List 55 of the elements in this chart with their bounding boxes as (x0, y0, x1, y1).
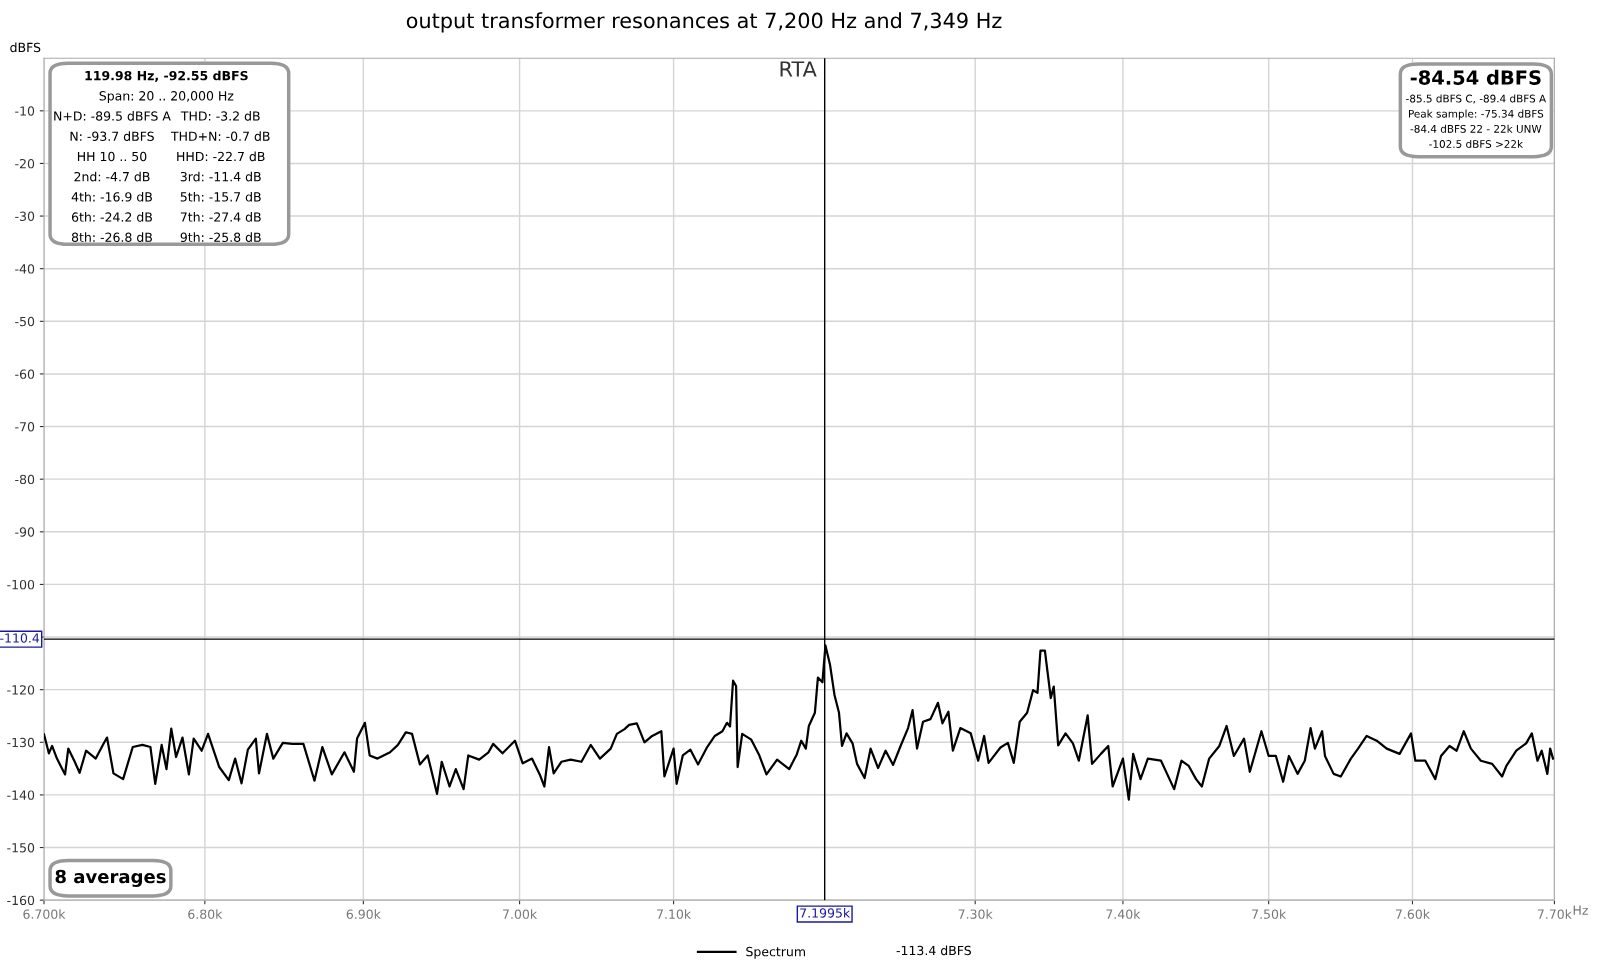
annotation: Peak sample: -75.34 dBFS (1408, 109, 1544, 120)
annotation: Span: 20 .. 20,000 Hz (99, 91, 234, 103)
y-tick-label: -20 (15, 158, 35, 169)
y-tick-label: -30 (15, 211, 35, 221)
annotation: 9th: -25.8 dB (180, 232, 261, 243)
y-tick-label: -60 (15, 369, 35, 379)
x-tick-label: 7.00k (503, 909, 538, 919)
annotation: N: -93.7 dBFS (70, 131, 154, 141)
x-tick-label: 7.40k (1106, 909, 1141, 919)
annotation: 8 averages (55, 869, 166, 888)
annotation: -84.54 dBFS (1410, 69, 1541, 85)
annotation: 119.98 Hz, -92.55 dBFS (85, 70, 248, 82)
x-tick-label: 7.30k (958, 909, 993, 919)
chart-title: output transformer resonances at 7,200 Hz and 7,349 Hz (406, 12, 1002, 33)
x-tick-label: 6.90k (346, 909, 381, 919)
x-tick-label: 7.10k (657, 909, 692, 919)
annotation: RTA (780, 61, 817, 77)
annotation: 4th: -16.9 dB (71, 191, 152, 202)
x-tick-label: 7.60k (1395, 909, 1430, 919)
annotation: -102.5 dBFS >22k (1429, 139, 1524, 148)
y-tick-label: -100 (7, 579, 35, 590)
y-tick-label: -150 (7, 843, 35, 853)
annotation: 7th: -27.4 dB (180, 212, 261, 222)
y-tick-label: -90 (15, 527, 35, 537)
y-axis-title: dBFS (10, 42, 41, 53)
legend-label: Spectrum (746, 946, 805, 959)
y-tick-label: -130 (7, 737, 35, 748)
y-tick-label: -120 (7, 685, 35, 695)
x-tick-label: 7.50k (1252, 909, 1287, 919)
annotation: -84.4 dBFS 22 - 22k UNW (1410, 124, 1542, 133)
annotation: N+D: -89.5 dBFS A (54, 111, 171, 121)
annotation: 3rd: -11.4 dB (180, 171, 261, 182)
annotation: 6th: -24.2 dB (71, 212, 152, 222)
x-tick-label: 6.80k (188, 909, 223, 919)
y-tick-label: -140 (7, 790, 35, 800)
y-tick-label: -70 (15, 422, 35, 432)
ref-line-label: 7.1995k (800, 908, 851, 918)
text: -113.4 dBFS (896, 945, 971, 956)
annotation: THD+N: -0.7 dB (170, 131, 270, 141)
y-tick-label: -160 (7, 895, 35, 906)
annotation: 8th: -26.8 dB (71, 232, 152, 243)
annotation: -85.5 dBFS C, -89.4 dBFS A (1406, 94, 1547, 104)
y-tick-label: -80 (15, 474, 35, 485)
y-tick-label: -50 (15, 316, 35, 327)
annotation: HHD: -22.7 dB (177, 151, 265, 162)
annotation: 2nd: -4.7 dB (74, 171, 150, 182)
annotation: HH 10 .. 50 (77, 151, 147, 162)
y-tick-label: -10 (15, 106, 35, 116)
y-tick-label: -40 (15, 264, 35, 274)
annotation: THD: -3.2 dB (180, 111, 260, 121)
x-tick-label: 6.700k (23, 909, 66, 919)
ref-line-label: -110.4 (0, 633, 40, 643)
annotation: 5th: -15.7 dB (180, 191, 261, 202)
x-tick-label: 7.70k (1537, 909, 1572, 919)
x-axis-title: Hz (1573, 905, 1588, 915)
